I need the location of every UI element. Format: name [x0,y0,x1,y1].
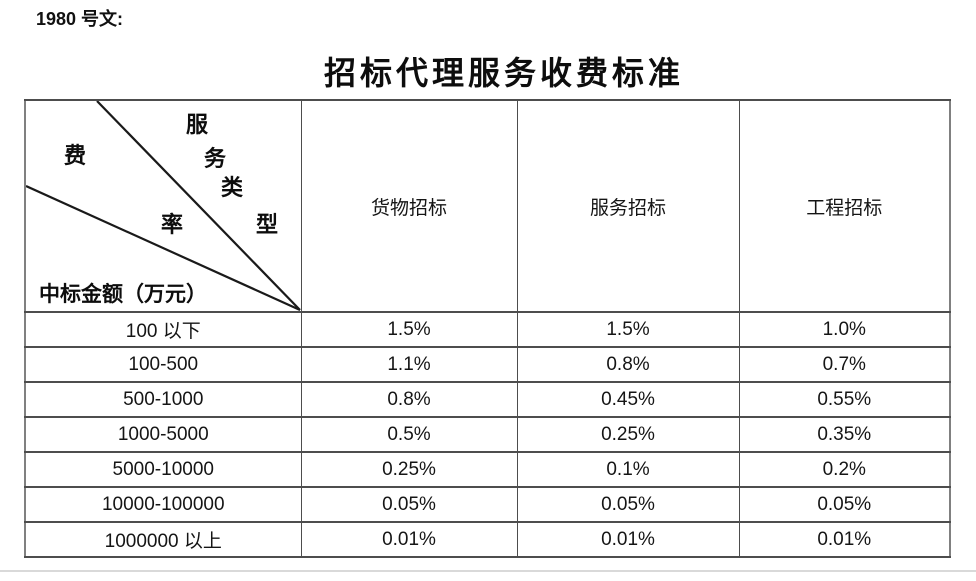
page-edge-divider [0,570,976,572]
rate-goods: 1.1% [300,346,518,383]
amount-range: 100 以下 [24,311,302,348]
rate-engineering: 0.7% [738,346,951,383]
rate-engineering: 0.35% [738,416,951,453]
table-row: 100 以下 1.5% 1.5% 1.0% [24,311,951,348]
amount-range: 5000-10000 [24,451,302,488]
service-type-char-3: 类 [220,175,244,200]
column-header-goods: 货物招标 [300,99,518,313]
amount-range: 100-500 [24,346,302,383]
table-row: 1000-5000 0.5% 0.25% 0.35% [24,416,951,453]
rate-services: 1.5% [516,311,740,348]
rate-services: 0.1% [516,451,740,488]
rate-services: 0.25% [516,416,740,453]
amount-range: 1000000 以上 [24,521,302,558]
table-row: 5000-10000 0.25% 0.1% 0.2% [24,451,951,488]
amount-axis-label: 中标金额（万元） [39,282,207,306]
fee-table: 费 率 服 务 类 型 中标金额（万元） 货物招标 服务招标 工程招标 100 … [24,99,951,558]
corner-inner: 费 率 服 务 类 型 中标金额（万元） [26,101,302,313]
column-header-services: 服务招标 [516,99,740,313]
table-row: 1000000 以上 0.01% 0.01% 0.01% [24,521,951,558]
fee-rate-char-2: 率 [160,212,184,237]
service-type-char-2: 务 [203,146,227,171]
rate-goods: 0.25% [300,451,518,488]
rate-goods: 0.05% [300,486,518,523]
table-row: 10000-100000 0.05% 0.05% 0.05% [24,486,951,523]
rate-goods: 0.5% [300,416,518,453]
rate-services: 0.01% [516,521,740,558]
table-row: 500-1000 0.8% 0.45% 0.55% [24,381,951,418]
rate-goods: 0.8% [300,381,518,418]
corner-header-cell: 费 率 服 务 类 型 中标金额（万元） [24,99,302,313]
column-header-engineering: 工程招标 [738,99,951,313]
amount-range: 1000-5000 [24,416,302,453]
service-type-char-1: 服 [185,112,209,137]
rate-services: 0.8% [516,346,740,383]
rate-engineering: 0.05% [738,486,951,523]
doc-ref: 1980 号文: [36,9,124,29]
rate-engineering: 0.01% [738,521,951,558]
rate-engineering: 0.2% [738,451,951,488]
rate-goods: 0.01% [300,521,518,558]
amount-range: 500-1000 [24,381,302,418]
rate-engineering: 0.55% [738,381,951,418]
table-row: 100-500 1.1% 0.8% 0.7% [24,346,951,383]
rate-engineering: 1.0% [738,311,951,348]
amount-range: 10000-100000 [24,486,302,523]
diagonal-lines-graphic [26,101,301,312]
page-title: 招标代理服务收费标准 [323,55,684,91]
service-type-char-4: 型 [255,212,279,237]
table-header-row: 费 率 服 务 类 型 中标金额（万元） 货物招标 服务招标 工程招标 [24,99,951,313]
rate-services: 0.45% [516,381,740,418]
fee-rate-char-1: 费 [63,143,87,168]
rate-goods: 1.5% [300,311,518,348]
rate-services: 0.05% [516,486,740,523]
